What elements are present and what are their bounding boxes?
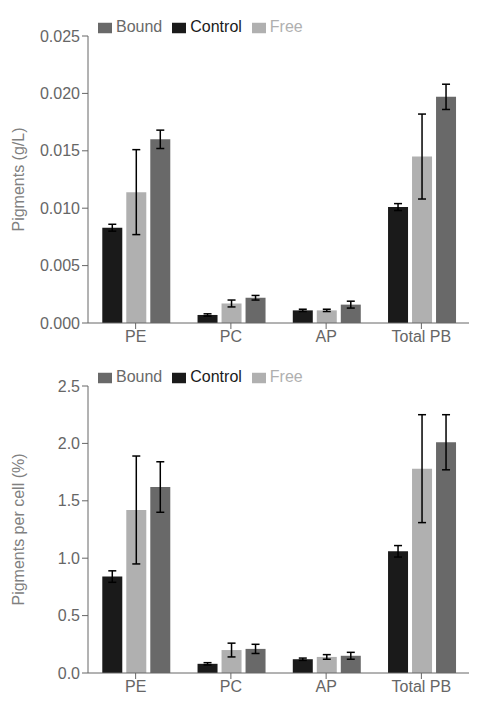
svg-text:0.015: 0.015 (40, 142, 80, 159)
svg-text:0.5: 0.5 (58, 607, 80, 624)
svg-text:PC: PC (220, 328, 242, 345)
svg-text:Pigments per cell (%): Pigments per cell (%) (10, 453, 27, 605)
html-text:Control: Control (190, 368, 242, 385)
html-text:Bound: Bound (116, 368, 163, 385)
svg-text:1.5: 1.5 (58, 492, 80, 509)
svg-text:2.0: 2.0 (58, 435, 80, 452)
svg-text:0.005: 0.005 (40, 257, 80, 274)
html-text:Control: Control (190, 18, 242, 35)
svg-text:0.020: 0.020 (40, 85, 80, 102)
svg-text:Total PB: Total PB (392, 678, 452, 695)
svg-text:Total PB: Total PB (392, 328, 452, 345)
svg-text:0.010: 0.010 (40, 200, 80, 217)
svg-text:PE: PE (125, 328, 146, 345)
svg-text:1.0: 1.0 (58, 550, 80, 567)
svg-text:0.000: 0.000 (40, 315, 80, 332)
svg-text:PC: PC (220, 678, 242, 695)
html-text:Bound: Bound (116, 18, 163, 35)
svg-text:AP: AP (315, 678, 336, 695)
svg-text:2.5: 2.5 (58, 378, 80, 395)
svg-text:Pigments (g/L): Pigments (g/L) (10, 127, 27, 231)
html-text:Free: Free (269, 18, 303, 35)
svg-text:0.025: 0.025 (40, 28, 80, 45)
html-text:Free: Free (269, 368, 303, 385)
svg-text:0.0: 0.0 (58, 665, 80, 682)
svg-text:PE: PE (125, 678, 146, 695)
svg-text:AP: AP (315, 328, 336, 345)
